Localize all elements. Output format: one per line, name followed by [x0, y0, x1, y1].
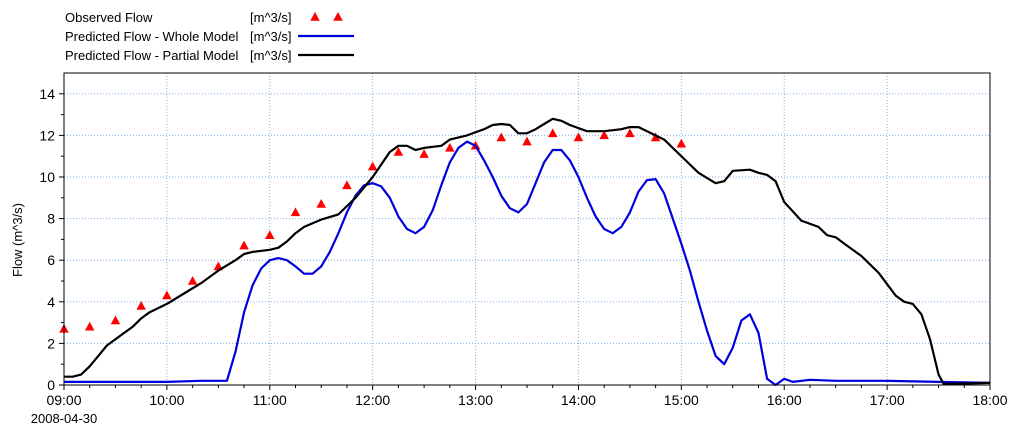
observed-flow-marker: [625, 128, 635, 138]
y-tick-label: 8: [47, 211, 55, 227]
grid: [64, 73, 990, 385]
x-tick-label: 17:00: [870, 392, 905, 408]
observed-flow-marker: [650, 132, 661, 142]
observed-flow-marker: [84, 321, 95, 331]
observed-flow-marker: [239, 240, 249, 250]
whole-model-line: [64, 140, 991, 387]
legend-marker: [333, 12, 343, 21]
y-tick-label: 0: [47, 377, 55, 393]
x-tick-label: 10:00: [149, 392, 184, 408]
legend-label: Predicted Flow - Whole Model: [65, 29, 239, 44]
observed-flow-marker: [522, 136, 532, 146]
observed-flow-marker: [290, 207, 301, 217]
y-tick-label: 14: [39, 86, 55, 102]
axes: 09:00 10:00 11:00 12:00 13:00 14:00 15:00 16:00…: [39, 72, 1008, 408]
observed-flow-marker: [393, 147, 404, 156]
y-tick-label: 10: [39, 169, 55, 185]
observed-flow-marker: [599, 130, 609, 140]
x-tick-label: 18:00: [972, 392, 1007, 408]
date-label: 2008-04-30: [31, 411, 98, 426]
observed-flow-marker: [445, 142, 455, 152]
legend: Observed Flow [m^3/s] Predicted Flow - Who…: [65, 10, 354, 63]
series-2: [64, 140, 991, 387]
y-axis-label: Flow (m^3/s): [10, 203, 25, 277]
x-tick-label: 11:00: [253, 392, 287, 408]
x-tick-label: 15:00: [664, 392, 699, 408]
observed-flow-marker: [547, 128, 558, 138]
plot-frame: [63, 72, 991, 386]
partial-model-line: [64, 117, 991, 386]
legend-unit: [m^3/s]: [250, 29, 292, 44]
series-3: [64, 117, 991, 386]
observed-flow-marker: [265, 230, 275, 239]
legend-label: Observed Flow: [65, 10, 153, 25]
observed-flow-marker: [187, 276, 198, 285]
observed-flow-marker: [367, 161, 378, 171]
observed-flow-marker: [110, 315, 121, 325]
observed-flow-marker: [496, 132, 507, 142]
x-tick-label: 13:00: [458, 392, 493, 408]
plot-area: [64, 73, 990, 385]
x-tick-label: 16:00: [767, 392, 802, 408]
observed-flow-marker: [162, 290, 172, 300]
x-tick-label: 09:00: [46, 392, 81, 408]
legend-unit: [m^3/s]: [250, 48, 292, 63]
series-layer: [59, 117, 991, 387]
legend-unit: [m^3/s]: [250, 10, 292, 25]
observed-flow-marker: [676, 138, 687, 148]
observed-flow-marker: [316, 199, 326, 208]
observed-flow-marker: [136, 300, 146, 310]
observed-flow-marker: [419, 149, 429, 158]
x-tick-label: 14:00: [561, 392, 596, 408]
y-tick-label: 6: [47, 252, 55, 268]
y-tick-label: 2: [47, 335, 55, 351]
y-tick-label: 12: [39, 127, 55, 143]
x-tick-label: 12:00: [355, 392, 390, 408]
series-1: [59, 128, 687, 333]
observed-flow-marker: [342, 180, 352, 190]
observed-flow-marker: [573, 132, 584, 142]
legend-label: Predicted Flow - Partial Model: [65, 48, 239, 63]
legend-marker: [310, 12, 320, 21]
y-tick-label: 4: [47, 294, 55, 310]
